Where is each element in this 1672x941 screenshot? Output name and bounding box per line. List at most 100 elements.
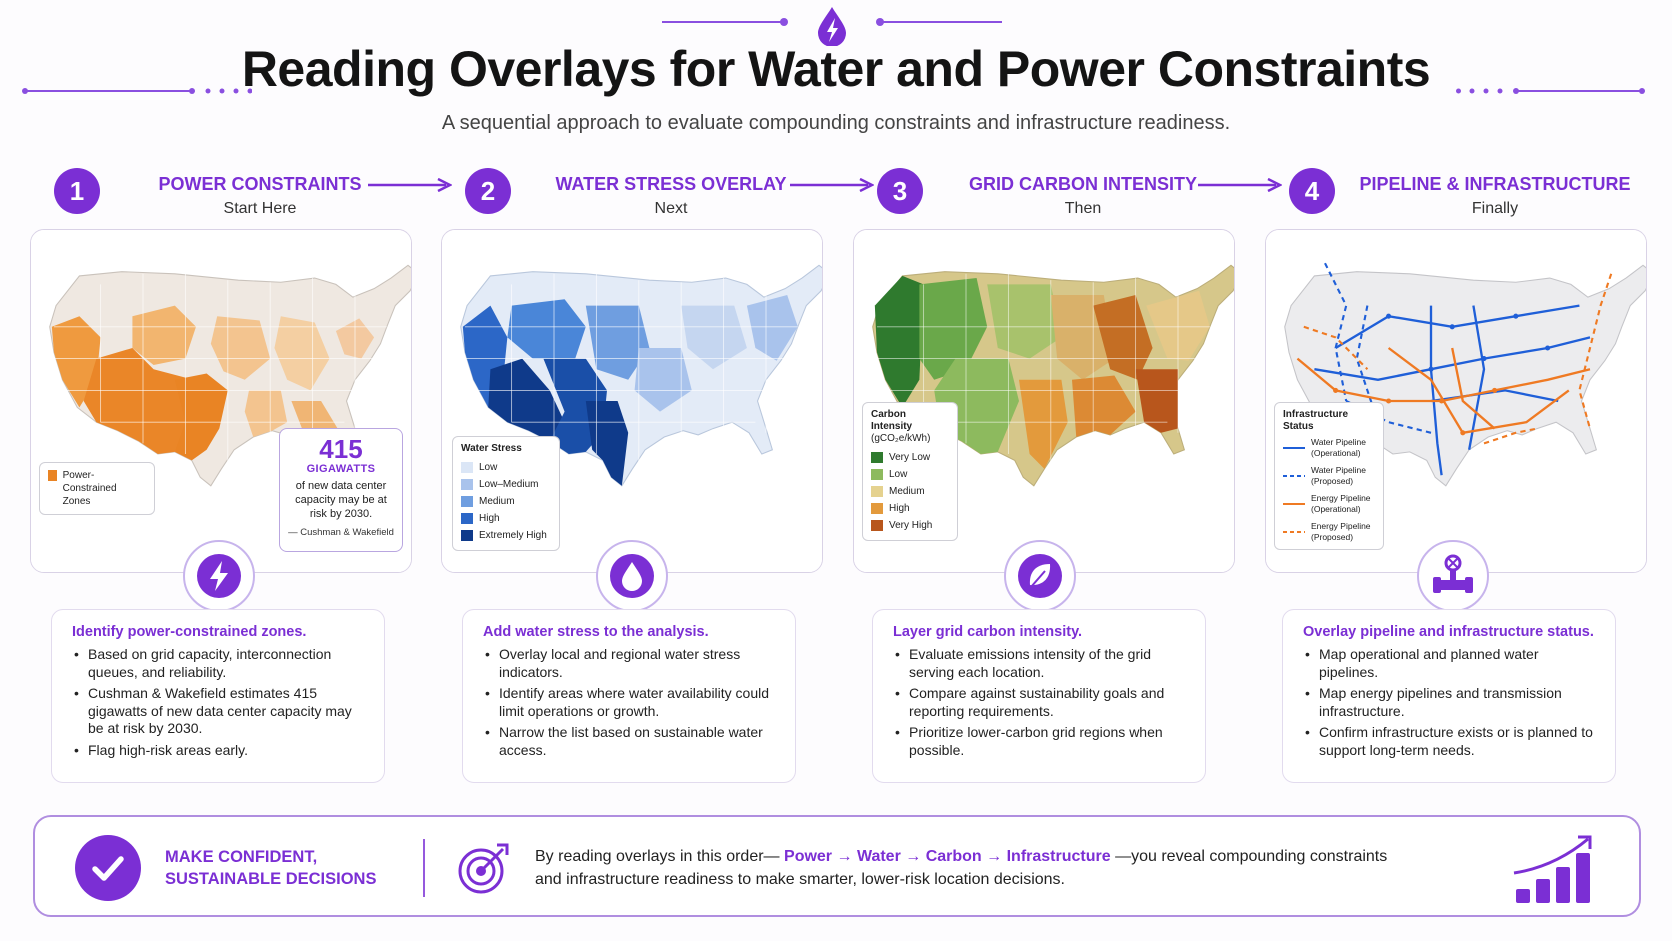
infrastructure-map-legend: Infrastructure Status Water Pipeline (Ope… <box>1274 402 1384 550</box>
legend-swatch <box>871 486 883 497</box>
step-subtitle: Then <box>1064 200 1102 217</box>
step-subtitle: Finally <box>1471 200 1519 217</box>
legend-label: Water Pipeline (Proposed) <box>1311 465 1366 486</box>
step-subtitle: Next <box>654 200 688 217</box>
card-bullets: Map operational and planned water pipeli… <box>1303 646 1597 759</box>
legend-label: Low <box>889 469 908 480</box>
lightning-icon <box>183 540 255 612</box>
stat-callout: 415 GIGAWATTS of new data center capacit… <box>279 428 403 552</box>
list-item: Map energy pipelines and transmission in… <box>1303 685 1597 720</box>
arrow-right-icon <box>790 178 874 192</box>
legend-swatch <box>461 496 473 507</box>
card-bullets: Based on grid capacity, interconnection … <box>72 646 366 759</box>
list-item: Confirm infrastructure exists or is plan… <box>1303 724 1597 759</box>
summary-banner: MAKE CONFIDENT, SUSTAINABLE DECISIONS By … <box>33 815 1641 917</box>
water-drop-icon <box>596 540 668 612</box>
carbon-intensity-map: Carbon Intensity (gCO₂e/kWh) Very Low Low… <box>853 229 1235 573</box>
water-map-graphic <box>442 230 822 572</box>
power-constraints-map: Power-Constrained Zones 415 GIGAWATTS of… <box>30 229 412 573</box>
banner-divider <box>423 839 425 897</box>
legend-swatch <box>871 469 883 480</box>
list-item: Evaluate emissions intensity of the grid… <box>893 646 1187 681</box>
legend-label: Low <box>479 462 498 473</box>
pipeline-valve-icon <box>1417 540 1489 612</box>
arrow-right-icon <box>1198 178 1282 192</box>
list-item: Based on grid capacity, interconnection … <box>72 646 366 681</box>
water-map-legend: Water Stress Low Low–Medium Medium High … <box>452 436 560 551</box>
step-number: 4 <box>1289 168 1335 214</box>
step-number: 3 <box>877 168 923 214</box>
legend-title: Infrastructure Status <box>1283 409 1349 432</box>
power-map-legend: Power-Constrained Zones <box>39 462 155 515</box>
legend-swatch <box>871 503 883 514</box>
step-subtitle: Start Here <box>223 200 297 217</box>
list-item: Narrow the list based on sustainable wat… <box>483 724 777 759</box>
legend-swatch <box>1283 447 1305 449</box>
legend-label: Extremely High <box>479 530 547 541</box>
legend-swatch <box>461 513 473 524</box>
legend-label: Energy Pipeline (Proposed) <box>1311 521 1371 542</box>
target-icon <box>458 843 509 894</box>
stat-source: — Cushman & Wakefield <box>288 527 394 538</box>
list-item: Flag high-risk areas early. <box>72 742 366 760</box>
legend-swatch <box>1283 475 1305 477</box>
stat-text: of new data center capacity may be at ri… <box>295 480 387 520</box>
card-bullets: Overlay local and regional water stress … <box>483 646 777 759</box>
step-title: POWER CONSTRAINTS <box>158 174 362 194</box>
infrastructure-map: Infrastructure Status Water Pipeline (Ope… <box>1265 229 1647 573</box>
legend-label: Low–Medium <box>479 479 539 490</box>
legend-label: Power-Constrained Zones <box>62 470 117 507</box>
legend-swatch <box>48 470 57 481</box>
legend-label: Very Low <box>889 452 931 463</box>
water-stress-map: Water Stress Low Low–Medium Medium High … <box>441 229 823 573</box>
power-map-graphic <box>31 230 411 572</box>
legend-swatch <box>1283 503 1305 505</box>
legend-title: Carbon Intensity (gCO₂e/kWh) <box>871 409 931 444</box>
legend-label: High <box>889 503 910 514</box>
page-subtitle: A sequential approach to evaluate compou… <box>441 112 1231 134</box>
step-title: WATER STRESS OVERLAY <box>555 174 787 194</box>
leaf-icon <box>1004 540 1076 612</box>
card-heading: Layer grid carbon intensity. <box>893 624 1083 640</box>
carbon-map-legend: Carbon Intensity (gCO₂e/kWh) Very Low Low… <box>862 402 958 541</box>
left-decoration <box>22 88 252 94</box>
card-heading: Identify power-constrained zones. <box>72 624 307 640</box>
stat-unit: GIGAWATTS <box>306 463 376 475</box>
banner-text: By reading overlays in this order— Power… <box>535 848 1388 888</box>
step-2-card: Add water stress to the analysis. Overla… <box>462 609 796 783</box>
legend-title: Water Stress <box>461 443 522 454</box>
legend-swatch <box>461 462 473 473</box>
step-number: 2 <box>465 168 511 214</box>
legend-label: Medium <box>889 486 925 497</box>
list-item: Identify areas where water availability … <box>483 685 777 720</box>
infrastructure-map-graphic <box>1266 230 1646 572</box>
list-item: Cushman & Wakefield estimates 415 gigawa… <box>72 685 366 738</box>
page-title: Reading Overlays for Water and Power Con… <box>241 41 1431 97</box>
step-title: PIPELINE & INFRASTRUCTURE <box>1359 174 1631 194</box>
list-item: Overlay local and regional water stress … <box>483 646 777 681</box>
legend-swatch <box>461 530 473 541</box>
step-1-card: Identify power-constrained zones. Based … <box>51 609 385 783</box>
step-title: GRID CARBON INTENSITY <box>968 174 1197 194</box>
legend-label: Water Pipeline (Operational) <box>1311 437 1366 458</box>
legend-swatch <box>871 520 883 531</box>
card-heading: Overlay pipeline and infrastructure stat… <box>1303 624 1594 640</box>
card-heading: Add water stress to the analysis. <box>483 624 709 640</box>
legend-swatch <box>461 479 473 490</box>
growth-chart-icon <box>1513 835 1592 903</box>
card-bullets: Evaluate emissions intensity of the grid… <box>893 646 1187 759</box>
legend-label: Energy Pipeline (Operational) <box>1311 493 1371 514</box>
list-item: Prioritize lower-carbon grid regions whe… <box>893 724 1187 759</box>
right-decoration <box>1456 88 1645 94</box>
list-item: Map operational and planned water pipeli… <box>1303 646 1597 681</box>
legend-swatch <box>871 452 883 463</box>
banner-heading: MAKE CONFIDENT, SUSTAINABLE DECISIONS <box>165 848 377 888</box>
list-item: Compare against sustainability goals and… <box>893 685 1187 720</box>
step-3-card: Layer grid carbon intensity. Evaluate em… <box>872 609 1206 783</box>
legend-label: Very High <box>889 520 933 531</box>
legend-label: Medium <box>479 496 515 507</box>
legend-swatch <box>1283 531 1305 533</box>
arrow-right-icon <box>368 178 452 192</box>
step-4-card: Overlay pipeline and infrastructure stat… <box>1282 609 1616 783</box>
top-decoration <box>662 7 1002 46</box>
